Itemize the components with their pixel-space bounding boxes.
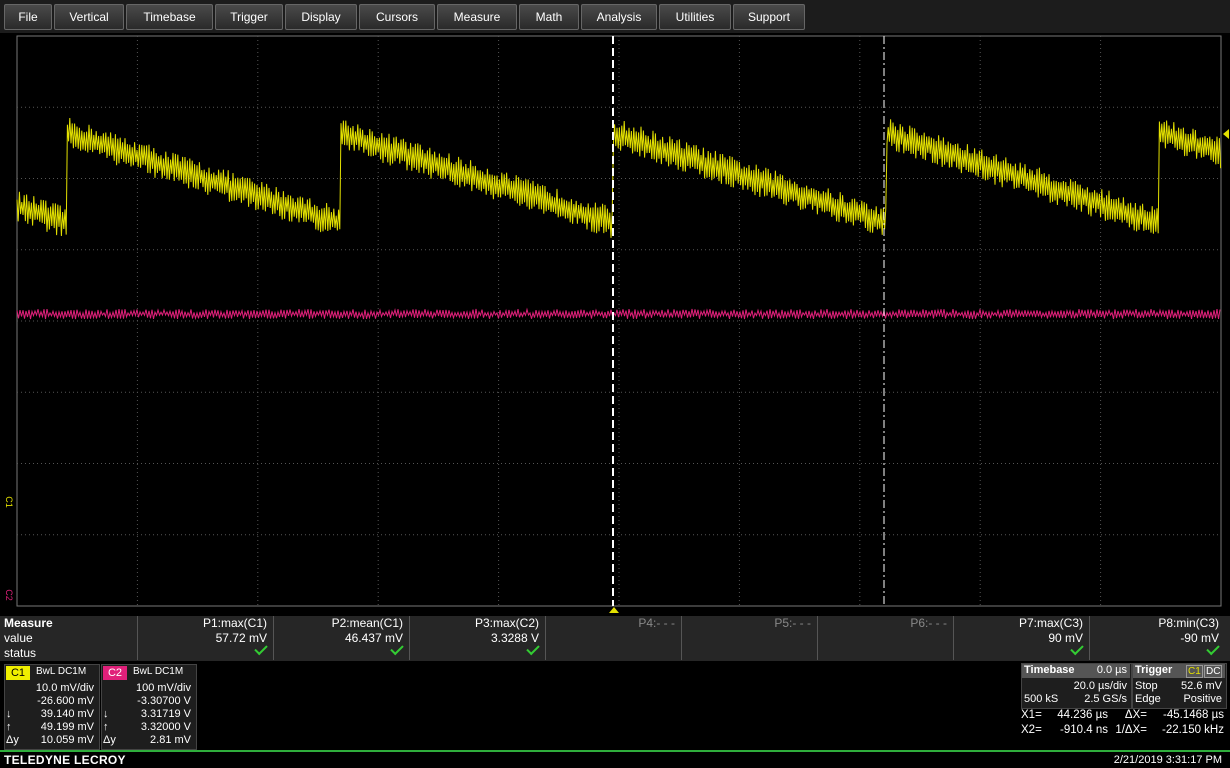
menu-button[interactable]: Timebase: [126, 4, 213, 30]
channel-symbol: ↑: [6, 721, 12, 733]
timebase-header: [1022, 664, 1130, 678]
channel-offset-label: C2: [3, 589, 14, 601]
cursor-value: -910.4 ns: [1060, 724, 1108, 736]
menu-button[interactable]: Support: [733, 4, 805, 30]
menu-button[interactable]: Vertical: [54, 4, 124, 30]
measure-param-name: P8:min(C3): [1158, 616, 1219, 630]
measure-cell: [681, 616, 815, 660]
datetime: 2/21/2019 3:31:17 PM: [1113, 754, 1222, 766]
measure-param-name: P6:- - -: [910, 616, 947, 630]
measure-param-name: P4:- - -: [638, 616, 675, 630]
measure-row-label: value: [4, 631, 33, 645]
channel-value: 3.32000 V: [140, 721, 191, 733]
channel-value: 10.059 mV: [40, 734, 94, 746]
menu-button[interactable]: Math: [519, 4, 579, 30]
measure-value: 57.72 mV: [215, 631, 267, 645]
menu-button[interactable]: File: [4, 4, 52, 30]
timebase-scale: 20.0 µs/div: [1073, 680, 1127, 692]
measure-cell: [137, 616, 271, 660]
waveform-grid: [16, 35, 1229, 613]
channel-symbol: ↓: [103, 708, 109, 720]
measure-value: -90 mV: [1180, 631, 1219, 645]
measure-param-name: P3:max(C2): [474, 616, 539, 630]
menu-button[interactable]: Measure: [437, 4, 517, 30]
channel-flags: BwL DC1M: [133, 666, 184, 677]
cursor-value: -22.150 kHz: [1161, 724, 1224, 736]
measure-cell: [409, 616, 543, 660]
brand: TELEDYNE LECROY: [4, 753, 126, 767]
trigger-type: Edge: [1135, 693, 1161, 705]
measure-param-name: P2:mean(C1): [331, 616, 403, 630]
timebase-delay: 0.0 µs: [1096, 664, 1127, 676]
measure-panel: [0, 616, 1230, 661]
channel-value: -3.30700 V: [137, 695, 191, 707]
trigger-slope: Positive: [1183, 693, 1222, 705]
channel-tag[interactable]: C1: [6, 666, 30, 680]
measure-cell: [817, 616, 951, 660]
timebase-rate: 2.5 GS/s: [1084, 693, 1127, 705]
channel-value: 10.0 mV/div: [35, 682, 94, 694]
measure-title: Measure: [4, 616, 53, 630]
trigger-level: 52.6 mV: [1181, 680, 1222, 692]
channel-value: 2.81 mV: [150, 734, 191, 746]
menu-button[interactable]: Cursors: [359, 4, 435, 30]
channel-symbol: ↑: [103, 721, 109, 733]
channel-offset-label: C1: [3, 496, 14, 508]
menu-button[interactable]: Trigger: [215, 4, 283, 30]
cursor-value: 44.236 µs: [1057, 709, 1108, 721]
cursor-label: ΔX=: [1124, 709, 1147, 721]
channel-value: 49.199 mV: [40, 721, 94, 733]
cursor-label: 1/ΔX=: [1115, 724, 1147, 736]
cursor-label: X2=: [1021, 724, 1042, 736]
footer-line: [0, 750, 1230, 752]
measure-cell: [1089, 616, 1223, 660]
measure-cell: [953, 616, 1087, 660]
trigger-coupling: DC: [1204, 665, 1223, 678]
channel-tag[interactable]: C2: [103, 666, 127, 680]
channel-symbol: Δy: [6, 734, 19, 746]
channel-symbol: Δy: [103, 734, 116, 746]
timebase-samples: 500 kS: [1024, 693, 1059, 705]
trigger-title: Trigger: [1135, 664, 1173, 676]
channel-2-trace: [16, 307, 1221, 321]
measure-value: 90 mV: [1048, 631, 1083, 645]
channel-value: -26.600 mV: [37, 695, 94, 707]
measure-param-name: P7:max(C3): [1018, 616, 1083, 630]
menu-button[interactable]: Display: [285, 4, 357, 30]
menu-button[interactable]: Analysis: [581, 4, 657, 30]
measure-cell: [545, 616, 679, 660]
measure-value: 3.3288 V: [490, 631, 539, 645]
channel-value: 39.140 mV: [40, 708, 94, 720]
measure-param-name: P1:max(C1): [202, 616, 267, 630]
trigger-level: [1223, 129, 1229, 139]
channel-value: 3.31719 V: [140, 708, 191, 720]
cursor-value: -45.1468 µs: [1163, 709, 1224, 721]
channel-1-trace: [16, 117, 1222, 238]
trigger-mode: Stop: [1135, 680, 1158, 692]
menu-button[interactable]: Utilities: [659, 4, 731, 30]
cursor-label: X1=: [1021, 709, 1042, 721]
measure-cell: [273, 616, 407, 660]
channel-symbol: ↓: [6, 708, 12, 720]
channel-value: 100 mV/div: [135, 682, 191, 694]
trigger-marker: [609, 607, 619, 613]
measure-row-label: status: [4, 646, 37, 660]
measure-value: 46.437 mV: [344, 631, 403, 645]
channel-flags: BwL DC1M: [36, 666, 87, 677]
measure-param-name: P5:- - -: [774, 616, 811, 630]
timebase-title: Timebase: [1024, 664, 1075, 676]
trigger-source: C1: [1186, 665, 1203, 678]
